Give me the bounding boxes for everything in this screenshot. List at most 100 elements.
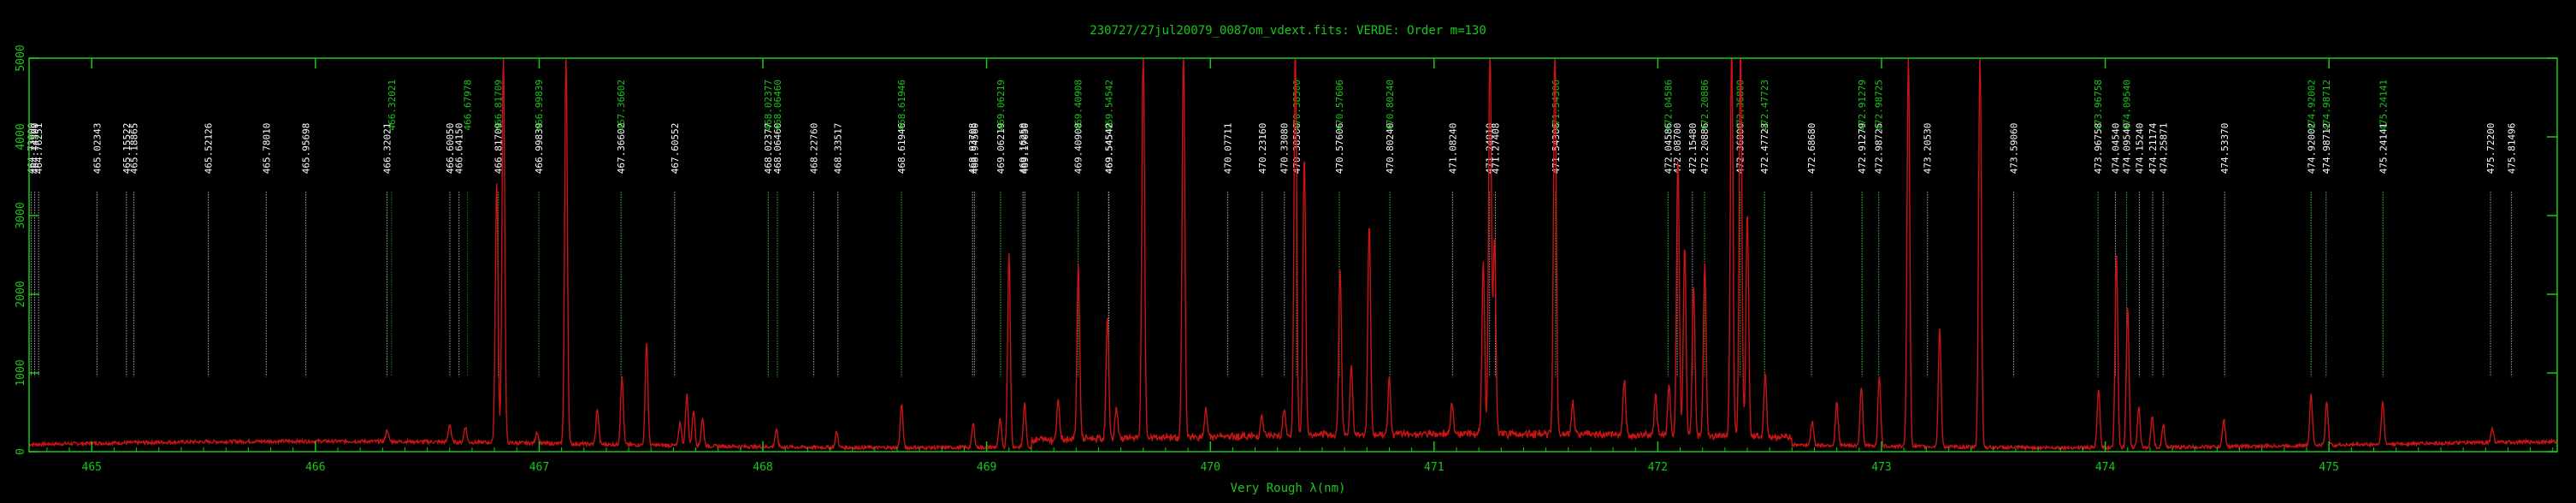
line-label: 472.91279 [1857, 123, 1868, 175]
line-label: 470.57606 [1334, 80, 1345, 131]
y-tick-label: 2000 [15, 281, 27, 307]
line-label: 470.80240 [1385, 80, 1396, 131]
line-label: 469.06219 [996, 123, 1007, 175]
line-label: 468.22760 [809, 123, 820, 175]
line-label: 466.32021 [382, 123, 393, 175]
line-label: 464.76251 [33, 123, 44, 175]
line-label: 469.54542 [1103, 123, 1114, 175]
line-label: 474.04540 [2110, 123, 2121, 175]
line-label: 472.68680 [1806, 123, 1817, 175]
line-label: 472.47723 [1759, 123, 1770, 175]
line-label: 466.81709 [493, 123, 505, 175]
line-label: 468.94560 [969, 123, 980, 175]
line-label: 468.02377 [763, 123, 774, 175]
line-label: 466.60050 [445, 123, 456, 175]
line-label: 470.33080 [1279, 123, 1291, 175]
line-label: 467.60552 [670, 123, 681, 175]
y-tick-label: 4000 [15, 123, 27, 150]
y-tick-label: 0 [15, 448, 27, 455]
line-label: 469.40908 [1073, 80, 1084, 131]
line-label: 465.95698 [301, 123, 312, 175]
x-tick-label: 471 [1424, 461, 1444, 474]
x-tick-label: 466 [305, 461, 325, 474]
line-label: 474.21174 [2148, 122, 2159, 174]
line-label: 474.53370 [2219, 123, 2230, 175]
line-label: 474.25871 [2158, 123, 2169, 175]
line-label: 474.98712 [2321, 80, 2332, 131]
x-tick-label: 468 [753, 461, 772, 474]
line-label: 474.92002 [2306, 123, 2317, 175]
x-tick-label: 474 [2095, 461, 2116, 474]
spectrum-line [28, 57, 2558, 452]
line-label: 472.04586 [1663, 123, 1674, 175]
plot-frame [28, 57, 2558, 453]
x-tick-label: 469 [977, 461, 996, 474]
line-label: 466.99839 [534, 80, 545, 131]
line-label: 471.27408 [1491, 123, 1502, 175]
line-label: 464.74500 [30, 123, 41, 175]
x-tick-label: 470 [1200, 461, 1220, 474]
line-label: 473.59060 [2008, 123, 2019, 175]
line-label: 474.09540 [2122, 123, 2133, 175]
line-label: 465.15522 [121, 123, 133, 175]
line-label: 469.40908 [1073, 123, 1084, 175]
line-label: 467.36602 [616, 123, 627, 175]
line-label: 472.47723 [1759, 80, 1770, 131]
line-label: 474.15240 [2134, 123, 2145, 175]
line-label: 475.24141 [2378, 80, 2389, 131]
x-tick-label: 465 [82, 461, 102, 474]
line-label: 472.04586 [1663, 80, 1674, 131]
x-tick-label: 475 [2319, 461, 2338, 474]
line-label: 472.98725 [1874, 123, 1885, 175]
line-label: 470.80240 [1385, 123, 1396, 175]
line-label: 474.92002 [2306, 80, 2317, 131]
line-label: 473.96758 [2093, 80, 2104, 131]
line-label: 469.17050 [1019, 123, 1031, 175]
chart-title: 230727/27jul20079_0087om_vdext.fits: VER… [1090, 24, 1486, 38]
line-label: 472.15480 [1687, 123, 1699, 175]
line-label: 466.64150 [454, 123, 465, 175]
line-label: 468.93708 [967, 123, 978, 175]
y-tick-label: 3000 [15, 202, 27, 228]
line-label: 466.81709 [493, 80, 505, 131]
y-tick-label: 5000 [15, 44, 27, 71]
line-label: 468.06460 [772, 123, 783, 175]
line-label: 465.52126 [204, 123, 215, 175]
line-label: 473.20530 [1923, 123, 1934, 175]
line-label: 475.81496 [2506, 123, 2517, 175]
y-tick-label: 1000 [15, 359, 27, 386]
line-label: 466.99839 [534, 123, 545, 175]
line-label: 465.02343 [92, 123, 103, 175]
line-label: 474.98712 [2321, 123, 2332, 175]
line-label: 466.67978 [463, 80, 474, 131]
line-label: 472.20886 [1699, 123, 1710, 175]
line-label: 465.18865 [129, 123, 140, 175]
x-tick-label: 472 [1648, 461, 1668, 474]
line-label: 469.16250 [1018, 123, 1029, 175]
line-label: 468.06460 [772, 80, 783, 131]
line-label: 473.96758 [2093, 123, 2104, 175]
line-label: 467.36602 [616, 80, 627, 131]
line-label: 472.36800 [1735, 80, 1746, 131]
line-label: 470.57606 [1334, 123, 1345, 175]
line-label: 472.91279 [1857, 80, 1868, 131]
y-axis: 0 1000 2000 3000 4000 5000 [15, 44, 2557, 455]
line-label: 470.38500 [1291, 80, 1303, 131]
line-label: 468.61946 [896, 123, 907, 175]
line-label: 470.07711 [1222, 123, 1233, 175]
x-axis: 465 466 467 468 469 470 471 472 473 474 475 [46, 58, 2554, 474]
line-label: 472.98725 [1874, 80, 1885, 131]
line-label: 475.72200 [2485, 123, 2496, 175]
line-label: 469.06219 [996, 80, 1007, 131]
line-label: 471.08240 [1447, 123, 1458, 175]
x-axis-label: Very Rough λ(nm) [1231, 482, 1346, 495]
line-label: 466.32021 [387, 80, 398, 131]
line-label: 468.61946 [896, 80, 907, 131]
line-label: 472.20886 [1699, 80, 1710, 131]
line-label: 469.54542 [1103, 80, 1114, 131]
line-label: 474.09540 [2122, 80, 2133, 131]
line-label: 472.08700 [1672, 123, 1683, 175]
line-label: 465.78010 [261, 123, 272, 175]
